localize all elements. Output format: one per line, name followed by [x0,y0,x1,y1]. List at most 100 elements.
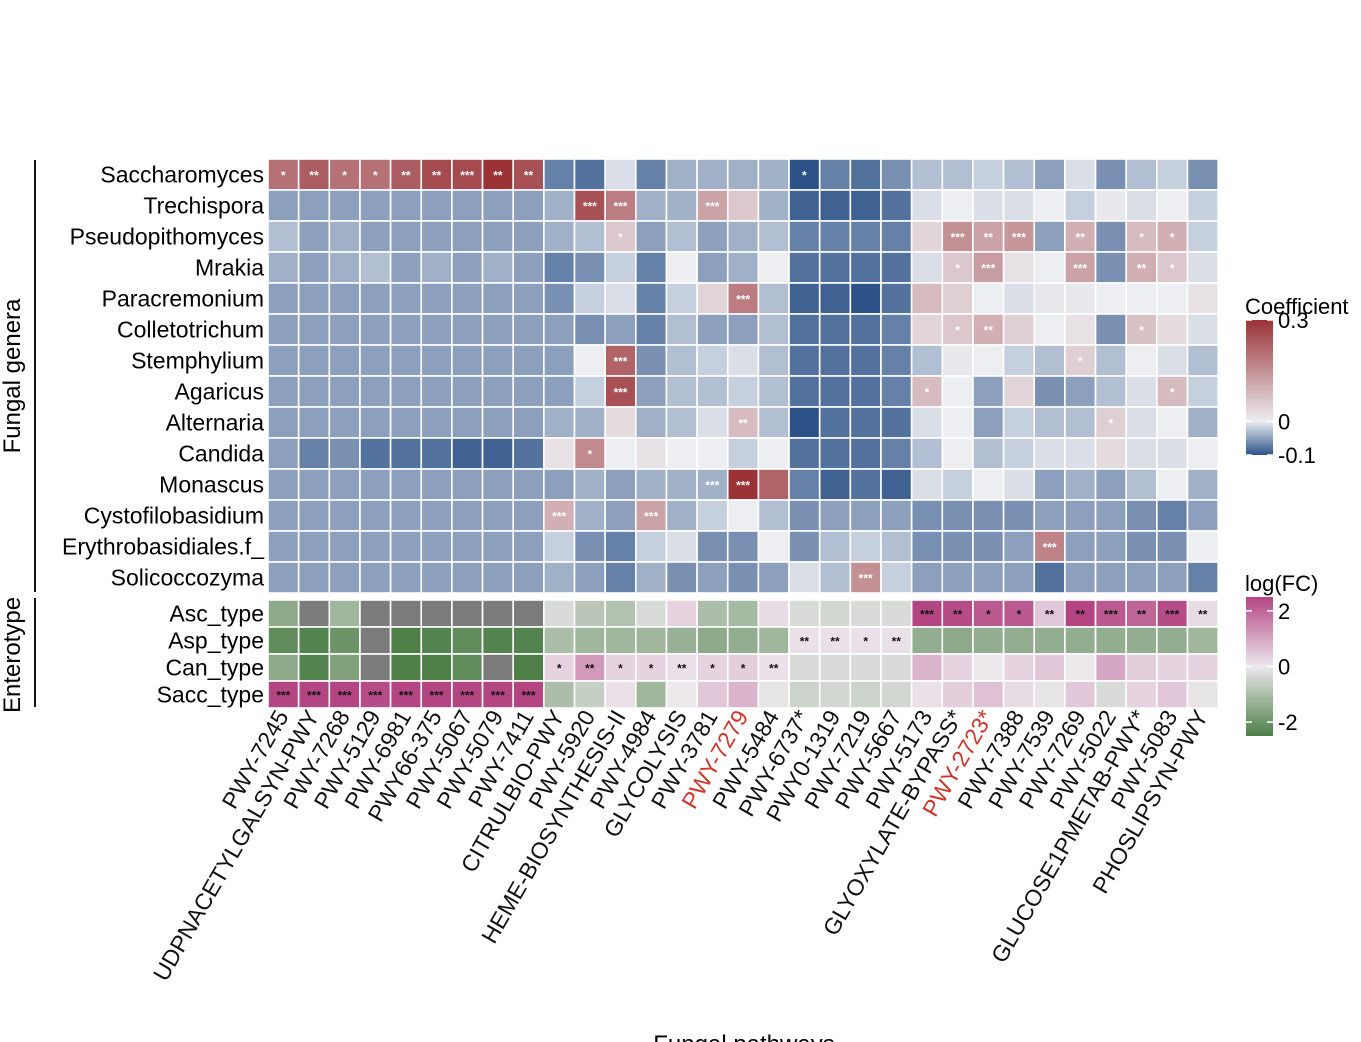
heatmap-cell-coefficient [634,158,668,191]
heatmap-cell-coefficient [451,561,484,594]
heatmap-cell-coefficient [451,251,484,284]
x-axis-label-fungal-pathways: Fungal pathways [653,1031,834,1042]
y-axis-label-enterotype: Enterotype [0,597,26,713]
heatmap-cell-coefficient [1033,344,1066,377]
heatmap-cell-coefficient [420,530,453,563]
heatmap-cell-coefficient [972,375,1005,408]
heatmap-cell-coefficient [297,313,331,346]
heatmap-cell-coefficient [1156,344,1189,377]
heatmap-cell-coefficient [1156,530,1189,563]
heatmap-cell-coefficient [543,468,576,501]
significance-star: ** [984,231,994,245]
heatmap-cell-coefficient [481,530,514,563]
heatmap-cell-coefficient [788,375,821,408]
significance-star: * [1078,355,1083,369]
heatmap-cell-coefficient [1125,251,1158,284]
heatmap-cell-coefficient [1033,437,1066,470]
heatmap-cell-coefficient [420,344,453,377]
heatmap-cell-coefficient [726,561,760,594]
heatmap-cell-coefficient [1156,282,1189,315]
heatmap-cell-coefficient [1094,344,1128,377]
heatmap-cell-coefficient [1186,158,1219,191]
heatmap-cell-logfc [910,680,944,709]
heatmap-cell-coefficient [1094,251,1128,284]
heatmap-cell-coefficient [757,189,790,222]
heatmap-cell-coefficient [757,561,790,594]
significance-star: *** [399,689,413,703]
legend-logfc-tick-label: 2 [1278,599,1290,624]
heatmap-cell-coefficient [1156,406,1189,439]
heatmap-cell-coefficient [1186,499,1219,532]
heatmap-cell-coefficient [359,375,392,408]
heatmap-cell-coefficient [941,406,974,439]
heatmap-cell-coefficient [481,189,514,222]
heatmap-cell-coefficient [297,561,331,594]
heatmap-cell-coefficient [297,220,331,253]
significance-star: * [649,662,654,676]
row-label-genus: Cystofilobasidium [84,503,264,529]
heatmap-cell-coefficient [849,313,882,346]
heatmap-cell-coefficient [604,437,637,470]
heatmap-cell-coefficient [818,530,852,563]
heatmap-cell-coefficient [604,220,637,253]
heatmap-cell-coefficient [941,468,974,501]
heatmap-cell-coefficient [788,220,821,253]
heatmap-cell-coefficient [543,561,576,594]
heatmap-cell-logfc [1064,626,1097,655]
heatmap-cell-coefficient [389,189,423,222]
significance-star: ** [800,635,810,649]
heatmap-cell-logfc [604,653,637,682]
heatmap-cell-coefficient [972,468,1005,501]
heatmap-cell-coefficient [1033,251,1066,284]
heatmap-cell-coefficient [849,189,882,222]
heatmap-cell-coefficient [573,375,606,408]
heatmap-cell-coefficient [696,158,729,191]
heatmap-cell-coefficient [665,313,698,346]
heatmap-cell-coefficient [665,406,698,439]
heatmap-cell-logfc [1125,626,1158,655]
heatmap-cell-coefficient [604,282,637,315]
significance-star: * [955,262,960,276]
heatmap-cell-logfc [696,680,729,709]
significance-star: *** [522,689,536,703]
heatmap-cell-logfc [1064,680,1097,709]
heatmap-cell-coefficient [420,313,453,346]
heatmap-cell-coefficient [267,530,300,563]
heatmap-cell-coefficient [665,344,698,377]
heatmap-cell-logfc [880,599,913,628]
heatmap-cell-coefficient [512,437,545,470]
heatmap-cell-logfc [941,626,974,655]
row-label-genus: Saccharomyces [100,162,264,188]
significance-star: *** [613,386,627,400]
heatmap-cell-coefficient [359,313,392,346]
heatmap-cell-logfc [512,599,545,628]
heatmap-cell-coefficient [726,220,760,253]
heatmap-cell-coefficient [1186,282,1219,315]
heatmap-cell-coefficient [880,375,913,408]
heatmap-cell-coefficient [328,561,361,594]
significance-star: ** [1076,608,1086,622]
heatmap-cell-coefficient [665,561,698,594]
heatmap-cell-coefficient [726,375,760,408]
significance-star: * [618,662,623,676]
heatmap-cell-logfc [726,653,760,682]
heatmap-cell-coefficient [359,282,392,315]
heatmap-cell-coefficient [757,530,790,563]
heatmap-cell-coefficient [1125,158,1158,191]
heatmap-cell-coefficient [1186,437,1219,470]
significance-star: * [1170,262,1175,276]
heatmap-cell-coefficient [481,437,514,470]
heatmap-cell-coefficient [880,282,913,315]
heatmap-cell-coefficient [1156,499,1189,532]
heatmap-cell-coefficient [757,251,790,284]
heatmap-cell-coefficient [1094,530,1128,563]
heatmap-cell-coefficient [726,344,760,377]
heatmap-cell-coefficient [1125,499,1158,532]
significance-star: ** [738,417,748,431]
significance-star: * [342,169,347,183]
heatmap-cell-coefficient [267,344,300,377]
heatmap-cell-coefficient [941,220,974,253]
heatmap-cell-coefficient [1156,561,1189,594]
significance-star: *** [583,200,597,214]
significance-star: ** [830,635,840,649]
